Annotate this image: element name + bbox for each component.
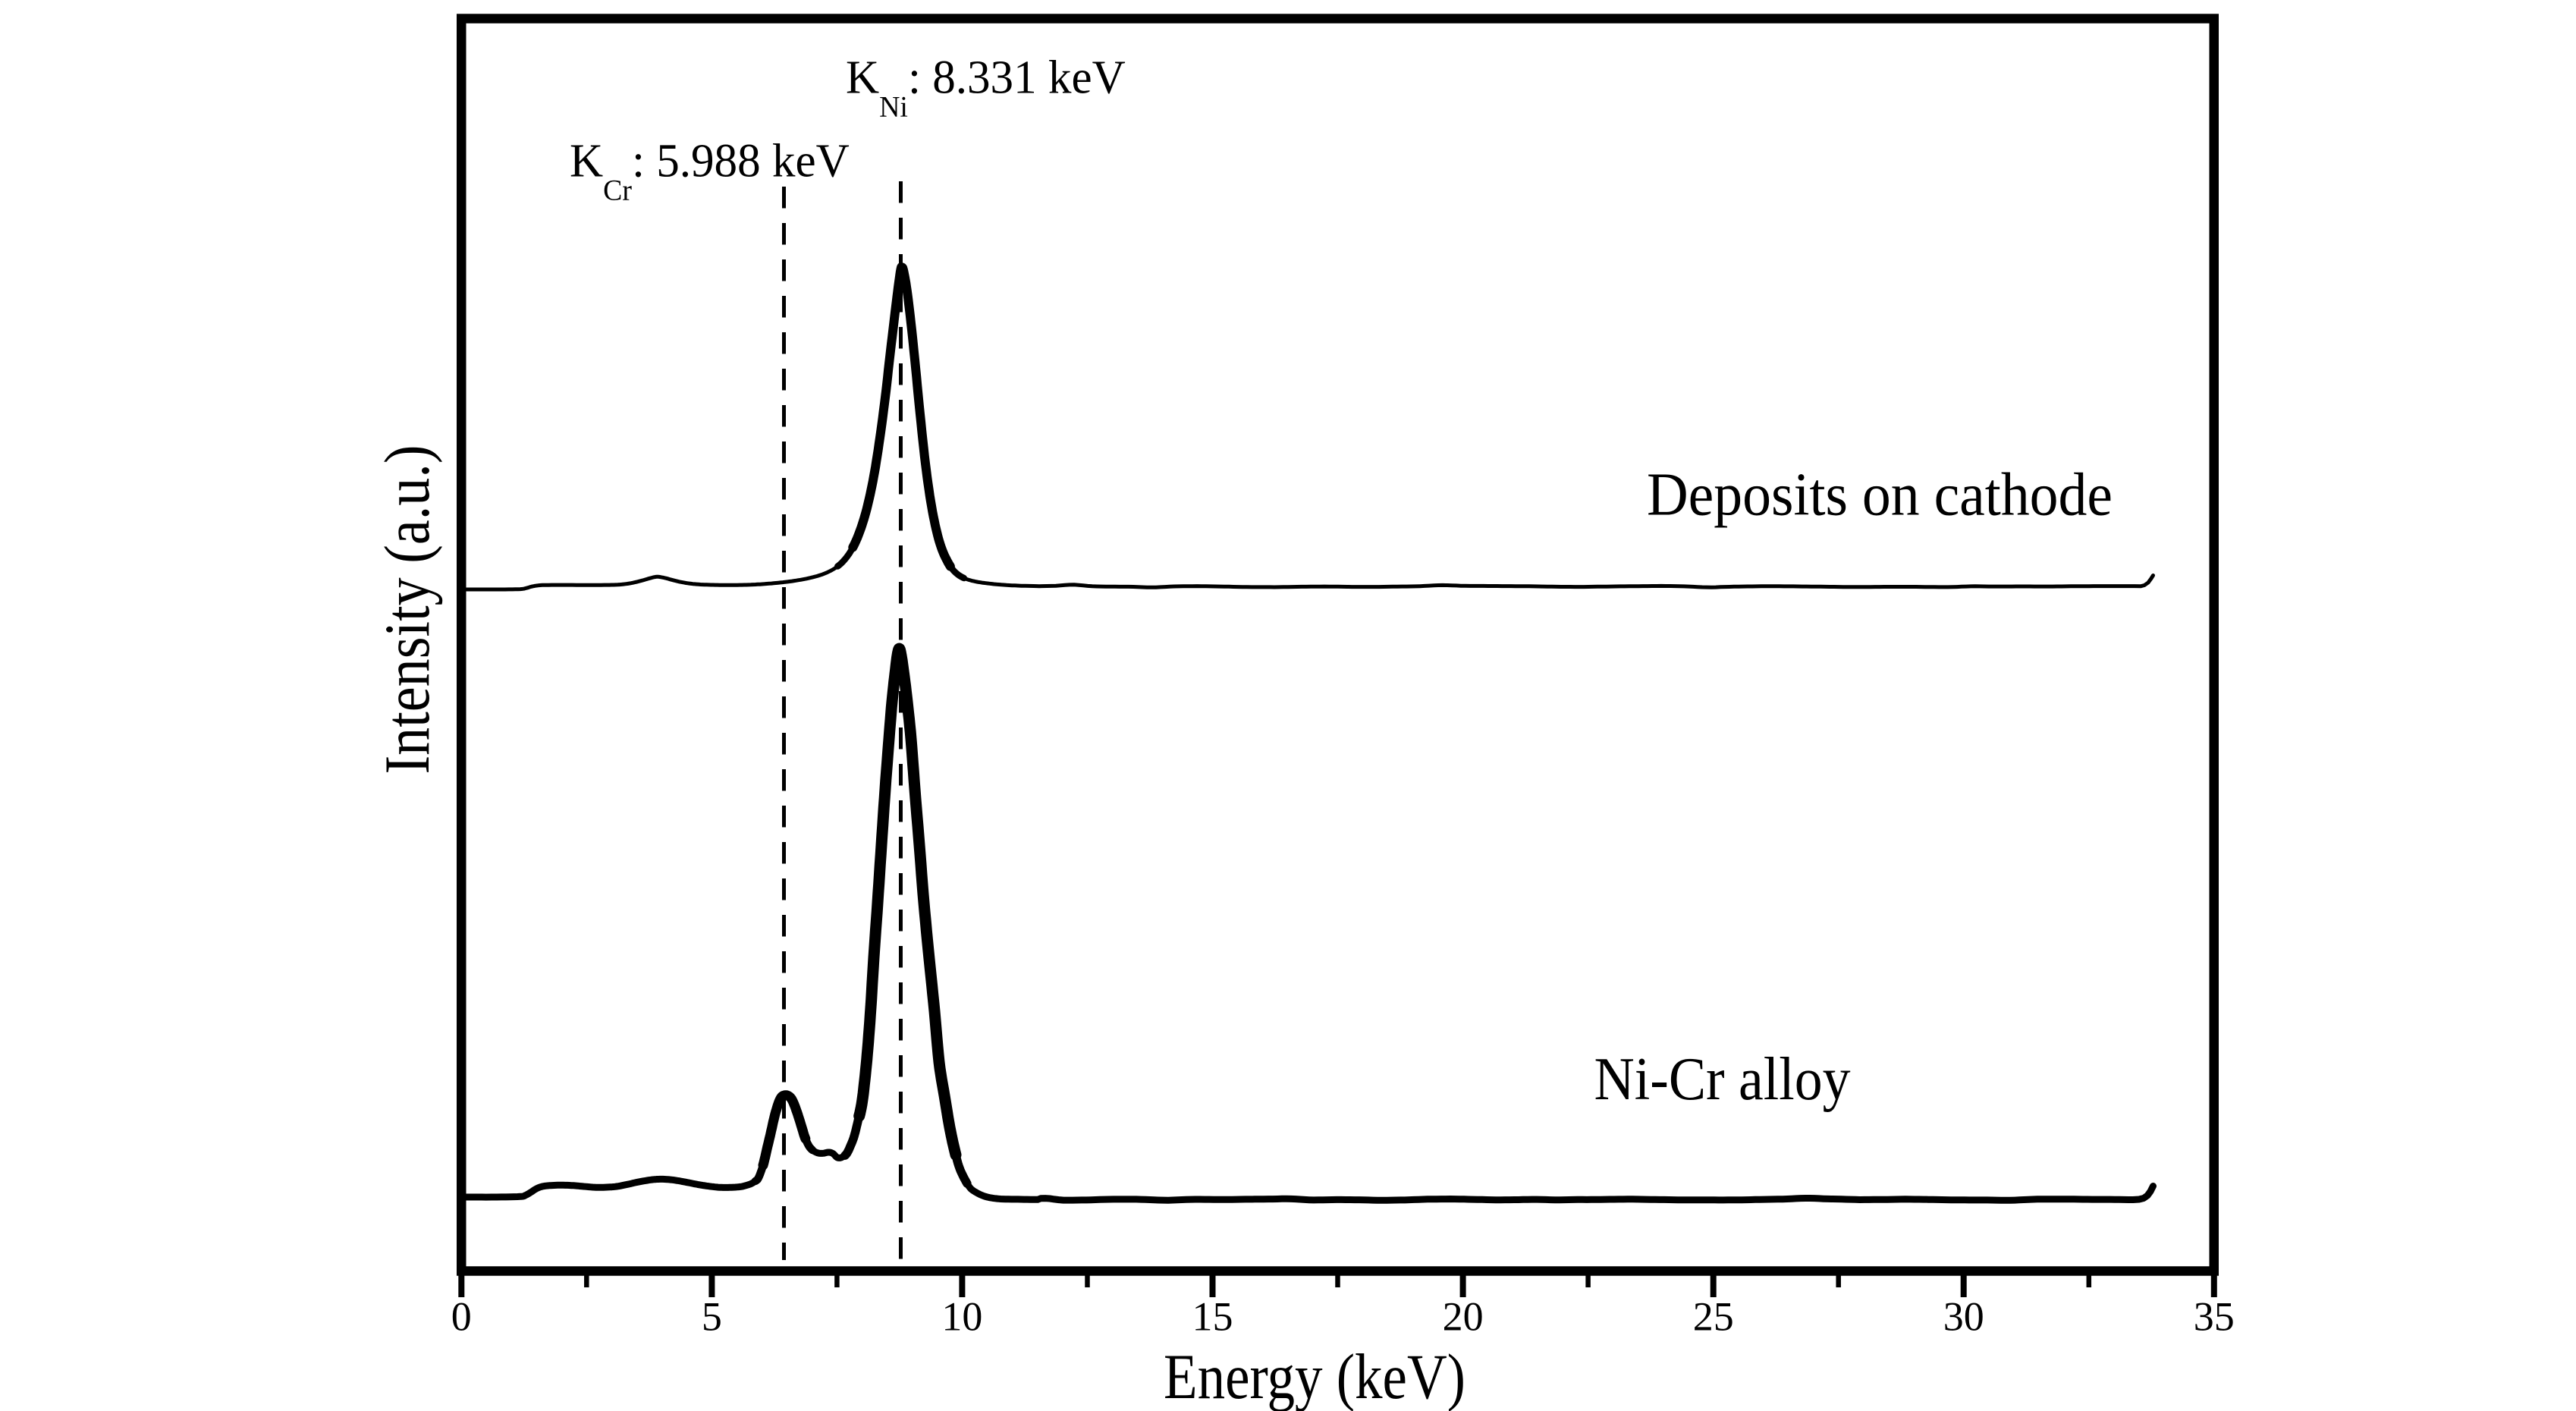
svg-text:0: 0 — [451, 1294, 472, 1340]
svg-text:Intensity (a.u.): Intensity (a.u.) — [372, 445, 443, 775]
svg-text:Deposits on cathode: Deposits on cathode — [1647, 462, 2113, 529]
svg-text:Energy (keV): Energy (keV) — [1164, 1341, 1465, 1411]
svg-text:15: 15 — [1192, 1294, 1233, 1340]
svg-text:20: 20 — [1443, 1294, 1484, 1340]
svg-text:30: 30 — [1943, 1294, 1984, 1340]
svg-text:10: 10 — [941, 1294, 982, 1340]
svg-text:35: 35 — [2194, 1294, 2235, 1340]
svg-text:25: 25 — [1693, 1294, 1734, 1340]
svg-text:5: 5 — [702, 1294, 722, 1340]
svg-text:Ni-Cr alloy: Ni-Cr alloy — [1594, 1046, 1851, 1113]
